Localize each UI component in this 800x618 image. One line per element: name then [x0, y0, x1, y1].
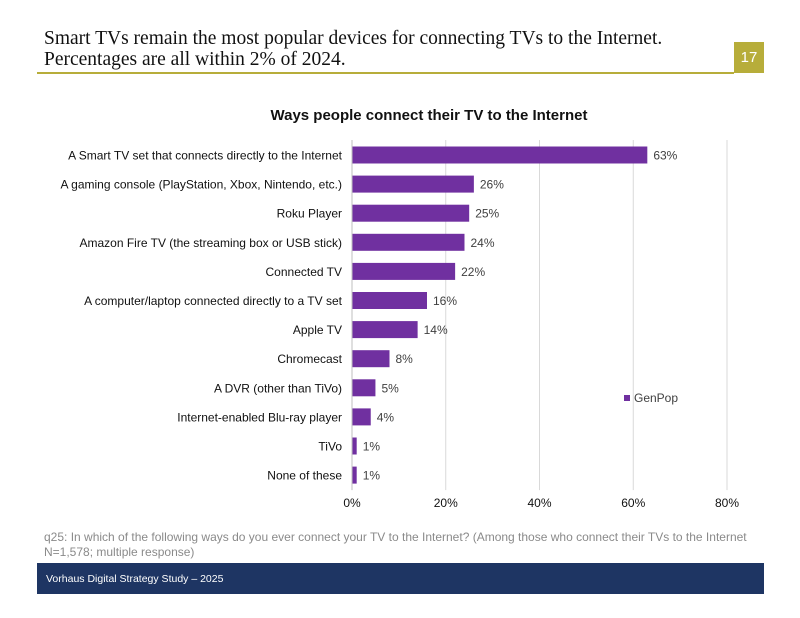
bar	[352, 437, 357, 455]
data-label: 1%	[363, 469, 381, 483]
footnote-line-2: N=1,578; multiple response)	[44, 545, 195, 559]
category-label: TiVo	[318, 440, 342, 454]
category-label: Amazon Fire TV (the streaming box or USB…	[79, 236, 342, 250]
data-label: 14%	[424, 323, 448, 337]
data-label: 4%	[377, 410, 395, 424]
bar	[352, 379, 376, 397]
headline-line-2: Percentages are all within 2% of 2024.	[44, 49, 346, 70]
data-label: 1%	[363, 440, 381, 454]
bar	[352, 175, 474, 193]
category-label: Internet-enabled Blu-ray player	[177, 410, 342, 424]
x-axis: 0% 20% 40% 60% 80%	[343, 140, 739, 510]
bar	[352, 350, 390, 368]
data-label: 16%	[433, 294, 457, 308]
bar	[352, 233, 465, 251]
legend-swatch	[624, 395, 630, 401]
x-tick-label: 0%	[343, 496, 361, 510]
footnote-line-1: q25: In which of the following ways do y…	[44, 530, 747, 544]
footer-bar: Vorhaus Digital Strategy Study – 2025	[37, 563, 764, 594]
bar	[352, 146, 648, 164]
category-labels: A Smart TV set that connects directly to…	[61, 149, 343, 483]
bar	[352, 321, 418, 339]
category-label: Chromecast	[277, 352, 342, 366]
legend-label: GenPop	[634, 391, 678, 405]
page-number-badge: 17	[734, 42, 764, 73]
question-footnote: q25: In which of the following ways do y…	[44, 530, 760, 560]
bars: 63% 26% 25% 24% 22% 16% 14% 8% 5% 4% 1% 1%	[352, 146, 678, 484]
headline-line-1: Smart TVs remain the most popular device…	[44, 28, 663, 49]
legend: GenPop	[624, 391, 678, 405]
footer-text: Vorhaus Digital Strategy Study – 2025	[46, 572, 224, 585]
header-rule	[37, 72, 734, 74]
x-tick-label: 80%	[715, 496, 739, 510]
data-label: 63%	[653, 149, 677, 163]
bar	[352, 466, 357, 484]
category-label: A gaming console (PlayStation, Xbox, Nin…	[61, 178, 343, 192]
category-label: Connected TV	[266, 265, 343, 279]
x-tick-label: 20%	[434, 496, 458, 510]
category-label: None of these	[267, 469, 342, 483]
data-label: 26%	[480, 178, 504, 192]
bar	[352, 204, 470, 222]
data-label: 22%	[461, 265, 485, 279]
x-tick-label: 60%	[621, 496, 645, 510]
bar	[352, 262, 456, 280]
data-label: 5%	[381, 381, 399, 395]
data-label: 25%	[475, 207, 499, 221]
category-label: Roku Player	[277, 207, 342, 221]
chart-title: Ways people connect their TV to the Inte…	[271, 107, 588, 124]
gridlines	[445, 140, 728, 491]
category-label: A DVR (other than TiVo)	[214, 381, 342, 395]
data-label: 24%	[471, 236, 495, 250]
data-label: 8%	[396, 352, 414, 366]
category-label: Apple TV	[293, 323, 342, 337]
slide-headline: Smart TVs remain the most popular device…	[44, 28, 724, 70]
category-label: A computer/laptop connected directly to …	[84, 294, 343, 308]
bar	[352, 292, 427, 309]
bar	[352, 408, 371, 426]
category-label: A Smart TV set that connects directly to…	[68, 149, 343, 163]
x-tick-label: 40%	[527, 496, 551, 510]
